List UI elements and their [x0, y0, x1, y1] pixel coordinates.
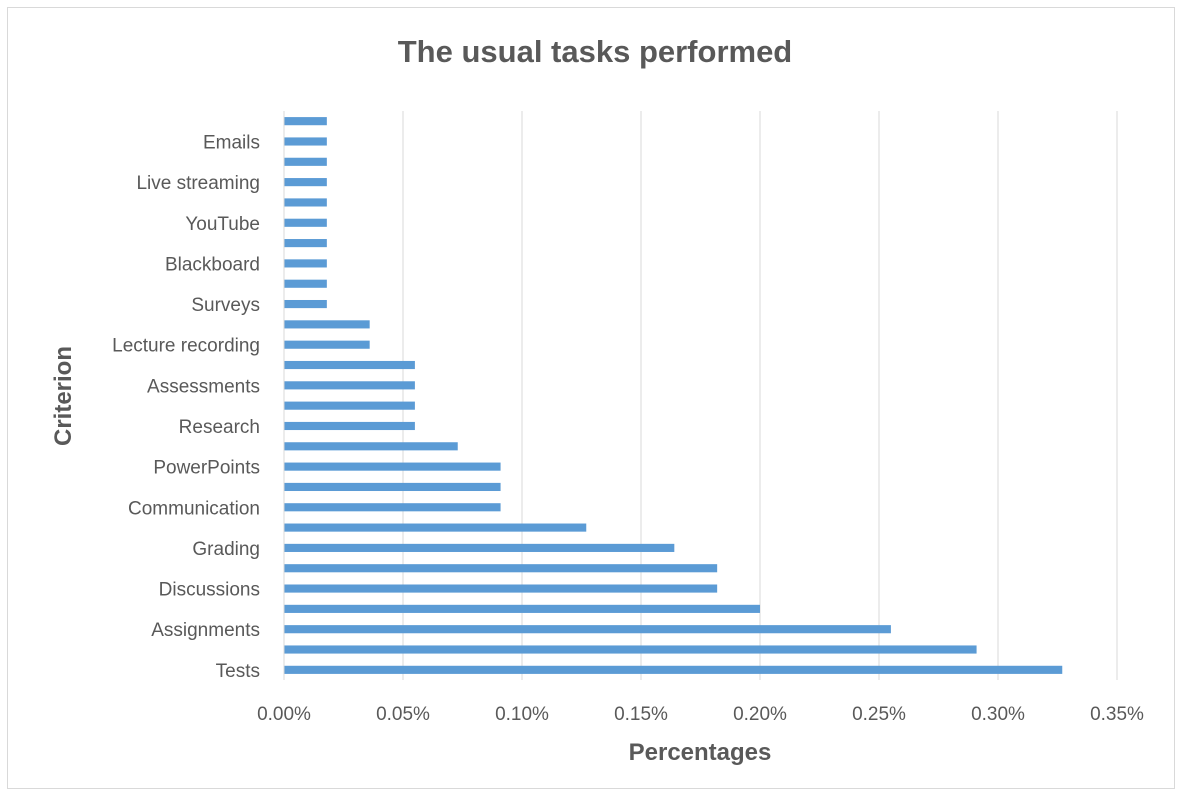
- category-label: Blackboard: [165, 254, 260, 275]
- category-label: YouTube: [185, 214, 260, 235]
- x-tick-label: 0.05%: [376, 704, 430, 725]
- category-label: Surveys: [191, 295, 260, 316]
- category-labels: Tests Assignments Discussions Grading Commun…: [112, 132, 260, 681]
- bar: [284, 645, 977, 654]
- bar: [284, 259, 327, 268]
- bar: [284, 665, 1063, 674]
- x-tick-label: 0.30%: [971, 704, 1025, 725]
- bar: [284, 482, 501, 492]
- category-label: Discussions: [159, 580, 260, 601]
- category-label: Communication: [128, 498, 260, 519]
- bar: [284, 157, 327, 166]
- bar: [284, 442, 458, 451]
- bar: [284, 503, 501, 512]
- bar: [284, 421, 415, 431]
- x-tick-label: 0.10%: [495, 704, 549, 725]
- bar: [284, 523, 587, 532]
- x-tick-label: 0.25%: [852, 704, 906, 725]
- bar: [284, 381, 415, 390]
- x-tick-labels: 0.00% 0.05% 0.10% 0.15% 0.20% 0.25% 0.30% 0.35%: [257, 704, 1144, 725]
- y-axis-title: Criterion: [50, 346, 77, 446]
- bar: [284, 137, 327, 146]
- bar: [284, 117, 327, 126]
- bar: [284, 218, 327, 227]
- bar: [284, 625, 891, 634]
- bar: [284, 584, 718, 593]
- x-tick-label: 0.00%: [257, 704, 311, 725]
- bar: [284, 401, 415, 410]
- bar: [284, 564, 718, 573]
- bar: [284, 178, 327, 187]
- x-axis-title: Percentages: [629, 739, 772, 766]
- chart-title: The usual tasks performed: [398, 34, 793, 69]
- category-label: Tests: [216, 661, 260, 682]
- category-label: Emails: [203, 132, 260, 153]
- bar: [284, 543, 675, 552]
- category-label: Grading: [192, 539, 260, 560]
- bar: [284, 279, 327, 288]
- category-label: Lecture recording: [112, 336, 260, 357]
- x-tick-label: 0.35%: [1090, 704, 1144, 725]
- bars: [284, 117, 1063, 674]
- bar: [284, 198, 327, 207]
- chart-frame: [7, 7, 1175, 789]
- bar: [284, 299, 327, 309]
- category-label: Assessments: [147, 376, 260, 397]
- x-tick-label: 0.15%: [614, 704, 668, 725]
- category-label: Research: [179, 417, 260, 438]
- category-label: PowerPoints: [153, 458, 260, 479]
- bar: [284, 604, 760, 613]
- bar: [284, 320, 370, 329]
- gridlines: [402, 111, 1118, 680]
- x-tick-label: 0.20%: [733, 704, 787, 725]
- category-label: Live streaming: [136, 173, 260, 194]
- bar: [284, 239, 327, 248]
- bar: [284, 462, 501, 471]
- bar: [284, 340, 370, 349]
- bar: [284, 360, 415, 370]
- category-label: Assignments: [151, 620, 260, 641]
